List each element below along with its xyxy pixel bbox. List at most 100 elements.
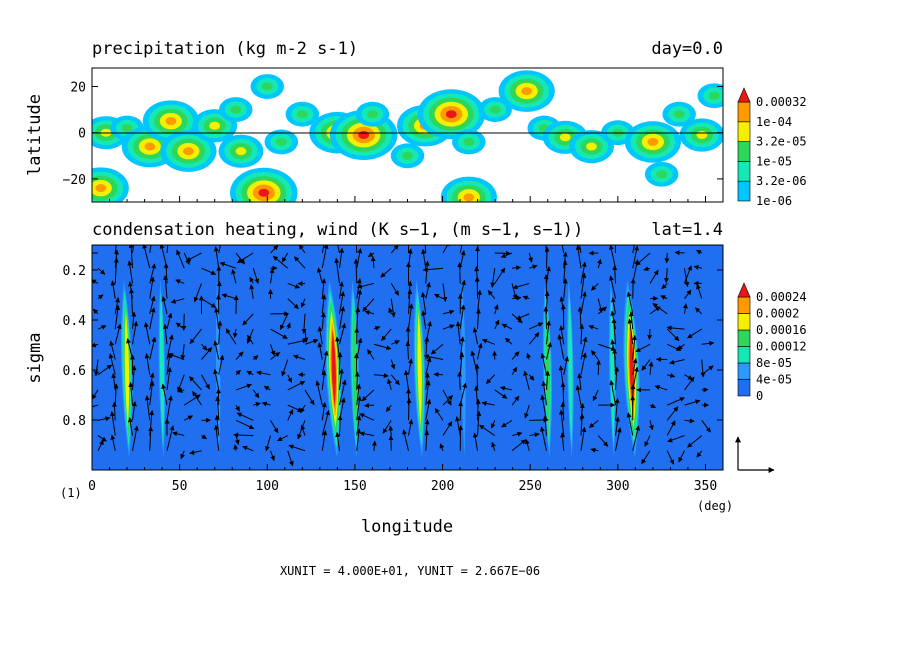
wind-vector <box>356 278 362 299</box>
wind-vector <box>493 304 499 315</box>
wind-vector <box>695 307 703 315</box>
wind-vector <box>189 328 202 345</box>
colorbar-level-label: 0.00032 <box>756 95 807 109</box>
precip-cell <box>440 176 497 202</box>
wind-vector <box>361 389 375 402</box>
wind-vector <box>317 326 323 345</box>
colorbar-segment <box>737 121 751 142</box>
wind-vector <box>458 401 464 421</box>
wind-vector <box>529 322 544 330</box>
top-colorbar: 1e-06 3.2e-06 1e-05 3.2e-05 1e-04 0.00032 <box>737 87 807 208</box>
wind-vector <box>339 379 347 406</box>
wind-vector <box>97 435 107 442</box>
wind-vector <box>575 384 582 406</box>
wind-vector <box>363 402 375 408</box>
wind-vector <box>558 409 565 436</box>
wind-vector <box>108 353 116 375</box>
wind-vector <box>286 322 291 330</box>
wind-vector <box>544 246 550 269</box>
wind-vector <box>373 343 392 351</box>
wind-vector <box>442 389 452 406</box>
wind-vector <box>373 373 389 379</box>
wind-vector <box>281 359 289 377</box>
wind-vector <box>425 356 432 375</box>
wind-vector <box>528 252 533 263</box>
wind-vector <box>201 343 208 351</box>
wind-vector <box>247 334 254 345</box>
wind-vector <box>501 323 513 330</box>
wind-vector <box>512 282 530 290</box>
wind-vector <box>287 374 293 384</box>
wind-vector <box>632 245 639 269</box>
wind-vector <box>97 416 111 422</box>
wind-vector <box>590 447 599 453</box>
bottom-colorbar: 0 4e-05 8e-05 0.00012 0.00016 0.0002 0.00024 <box>737 282 807 403</box>
precip-cell <box>250 74 285 99</box>
wind-vector <box>252 268 260 284</box>
wind-vector <box>127 260 133 284</box>
wind-vector <box>609 275 616 299</box>
wind-vector <box>405 326 411 345</box>
wind-vector <box>221 293 237 300</box>
wind-vector <box>626 412 634 436</box>
wind-vector <box>92 279 99 285</box>
wind-vector <box>201 267 217 275</box>
wind-vector <box>321 430 328 451</box>
wind-vector <box>232 328 238 339</box>
bottom-x-tick-label: 50 <box>172 479 188 494</box>
wind-vector <box>236 412 254 421</box>
wind-vector <box>588 324 599 330</box>
wind-vector <box>242 445 254 452</box>
wind-vector <box>669 359 685 365</box>
wind-vector <box>499 385 513 391</box>
wind-vector <box>597 435 609 447</box>
wind-vector <box>701 420 711 433</box>
wind-vector <box>580 272 587 299</box>
precip-cell <box>218 134 264 168</box>
heating-column <box>158 280 166 458</box>
wind-vector <box>175 322 185 330</box>
wind-vector <box>494 267 506 284</box>
wind-vector <box>287 338 308 345</box>
wind-vector <box>114 323 122 345</box>
colorbar-level-label: 8e-05 <box>756 356 792 370</box>
wind-vector <box>684 376 695 391</box>
wind-vector <box>261 401 271 407</box>
wind-vector <box>281 252 289 263</box>
wind-vector <box>371 440 377 451</box>
wind-vector <box>287 380 306 391</box>
wind-vector <box>474 363 480 390</box>
wind-vector <box>649 403 657 409</box>
wind-vector <box>338 281 344 299</box>
colorbar-level-label: 0 <box>756 389 763 403</box>
wind-vector <box>661 283 668 290</box>
wind-vector <box>97 364 113 376</box>
wind-vector <box>590 349 599 360</box>
wind-vector <box>231 268 237 284</box>
wind-vector <box>597 258 602 269</box>
heating-column <box>121 280 133 458</box>
wind-vector <box>110 434 116 451</box>
reference-vector <box>735 436 775 473</box>
wind-vector <box>701 365 714 376</box>
wind-vector <box>304 338 319 345</box>
wind-vector <box>684 399 701 406</box>
wind-vector <box>580 336 588 360</box>
wind-vector <box>612 265 618 284</box>
wind-vector <box>666 450 675 465</box>
wind-vector <box>542 415 548 436</box>
wind-vector <box>242 313 254 326</box>
wind-vector <box>269 268 275 284</box>
colorbar-level-label: 3.2e-05 <box>756 135 807 149</box>
wind-vector <box>249 284 255 299</box>
wind-vector <box>632 425 641 451</box>
wind-vector <box>684 268 690 288</box>
wind-vector <box>162 323 168 345</box>
wind-vector <box>176 249 185 269</box>
wind-vector <box>381 328 392 341</box>
wind-vector <box>355 245 358 254</box>
colorbar-segment <box>737 296 751 314</box>
wind-vector <box>252 355 259 361</box>
wind-vector <box>270 420 279 434</box>
